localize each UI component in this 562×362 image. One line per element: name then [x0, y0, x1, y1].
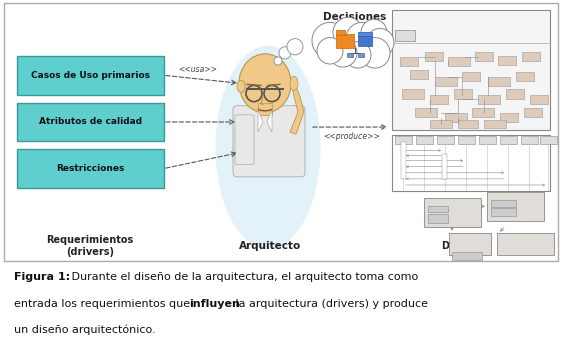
Circle shape	[312, 22, 348, 59]
Bar	[442, 155, 447, 179]
Polygon shape	[258, 110, 263, 132]
Text: Diseño: Diseño	[441, 241, 479, 251]
Bar	[428, 214, 448, 223]
Bar	[491, 200, 516, 207]
FancyBboxPatch shape	[233, 106, 305, 177]
FancyBboxPatch shape	[17, 103, 164, 141]
Bar	[258, 103, 272, 115]
FancyBboxPatch shape	[17, 150, 164, 188]
Ellipse shape	[215, 46, 320, 249]
FancyBboxPatch shape	[458, 120, 478, 128]
Text: la arquitectura (drivers) y produce: la arquitectura (drivers) y produce	[232, 299, 428, 309]
Text: Arquitecto: Arquitecto	[239, 241, 301, 251]
Bar	[521, 136, 538, 144]
Text: Restricciones: Restricciones	[56, 164, 125, 173]
Bar	[416, 136, 433, 144]
Text: <<usa>>: <<usa>>	[179, 64, 217, 73]
FancyBboxPatch shape	[500, 113, 518, 122]
Bar	[500, 136, 517, 144]
FancyBboxPatch shape	[425, 52, 443, 61]
FancyBboxPatch shape	[487, 192, 544, 220]
Circle shape	[366, 29, 394, 57]
FancyBboxPatch shape	[516, 72, 534, 81]
FancyBboxPatch shape	[400, 57, 418, 66]
FancyBboxPatch shape	[475, 52, 493, 61]
Text: Decisiones
de diseño: Decisiones de diseño	[323, 12, 387, 34]
Ellipse shape	[239, 54, 291, 113]
Bar	[401, 142, 406, 179]
Bar	[458, 136, 475, 144]
Text: Atributos de calidad: Atributos de calidad	[39, 117, 142, 126]
FancyBboxPatch shape	[430, 94, 448, 104]
FancyBboxPatch shape	[449, 233, 491, 255]
Circle shape	[333, 17, 363, 48]
FancyBboxPatch shape	[488, 77, 510, 87]
FancyBboxPatch shape	[484, 120, 506, 128]
Text: un diseño arquitectónico.: un diseño arquitectónico.	[14, 325, 156, 335]
Polygon shape	[290, 87, 304, 134]
FancyBboxPatch shape	[454, 89, 472, 98]
Circle shape	[274, 57, 282, 65]
Text: influyen: influyen	[189, 299, 240, 309]
Circle shape	[346, 22, 378, 55]
Ellipse shape	[237, 80, 245, 92]
FancyBboxPatch shape	[445, 113, 467, 122]
FancyBboxPatch shape	[522, 52, 540, 61]
Text: Figura 1:: Figura 1:	[14, 272, 70, 282]
FancyBboxPatch shape	[524, 108, 542, 117]
Bar	[540, 136, 557, 144]
FancyBboxPatch shape	[530, 94, 548, 104]
Text: Casos de Uso primarios: Casos de Uso primarios	[31, 71, 150, 80]
Bar	[428, 206, 448, 212]
Text: <<produce>>: <<produce>>	[324, 132, 380, 141]
FancyBboxPatch shape	[410, 70, 428, 79]
Bar	[358, 53, 364, 57]
FancyBboxPatch shape	[358, 31, 372, 35]
Bar	[392, 135, 550, 191]
FancyBboxPatch shape	[402, 89, 424, 98]
Bar	[491, 209, 516, 216]
Bar	[246, 88, 284, 90]
Circle shape	[279, 47, 291, 59]
Circle shape	[287, 39, 303, 55]
FancyBboxPatch shape	[498, 56, 516, 65]
Circle shape	[317, 38, 343, 64]
FancyBboxPatch shape	[336, 34, 354, 48]
FancyBboxPatch shape	[17, 56, 164, 94]
FancyBboxPatch shape	[506, 89, 524, 98]
Bar	[479, 136, 496, 144]
Circle shape	[329, 39, 357, 67]
Circle shape	[361, 19, 387, 46]
FancyBboxPatch shape	[424, 198, 481, 227]
FancyBboxPatch shape	[472, 108, 494, 117]
Text: Requerimientos
(drivers): Requerimientos (drivers)	[47, 235, 134, 257]
Text: Durante el diseño de la arquitectura, el arquitecto toma como: Durante el diseño de la arquitectura, el…	[68, 272, 418, 282]
Bar	[395, 30, 415, 41]
Ellipse shape	[290, 76, 298, 90]
FancyBboxPatch shape	[415, 108, 437, 117]
FancyBboxPatch shape	[435, 77, 457, 87]
Polygon shape	[267, 110, 272, 132]
FancyBboxPatch shape	[478, 94, 500, 104]
Circle shape	[345, 42, 371, 68]
FancyBboxPatch shape	[430, 120, 452, 128]
FancyBboxPatch shape	[448, 57, 470, 66]
FancyBboxPatch shape	[235, 115, 254, 165]
FancyBboxPatch shape	[336, 30, 345, 34]
FancyBboxPatch shape	[462, 72, 480, 81]
FancyBboxPatch shape	[358, 35, 372, 46]
Text: entrada los requerimientos que: entrada los requerimientos que	[14, 299, 194, 309]
Bar	[437, 136, 454, 144]
Circle shape	[360, 38, 390, 68]
Bar	[347, 53, 353, 57]
FancyBboxPatch shape	[497, 233, 554, 255]
Bar	[392, 10, 550, 130]
Bar	[395, 136, 412, 144]
Bar	[452, 252, 482, 260]
